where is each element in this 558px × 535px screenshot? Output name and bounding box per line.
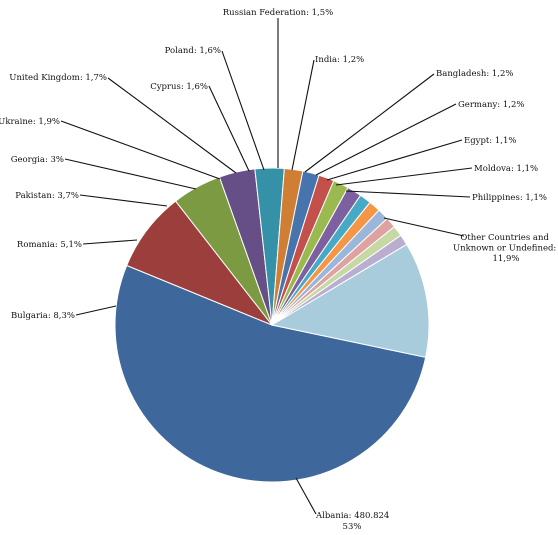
leader-line-romania xyxy=(82,239,138,245)
slice-sublabel-albania: 53% xyxy=(343,522,362,532)
leader-line-albania xyxy=(295,477,317,515)
leader-line-philippines xyxy=(345,190,471,198)
slice-label-moldova: Moldova: 1,1% xyxy=(474,164,538,174)
leader-line-moldova xyxy=(335,167,473,186)
slice-label-india: India: 1,2% xyxy=(315,55,364,65)
slice-label-pakistan: Pakistan: 3,7% xyxy=(15,191,79,201)
slice-label-other: Other Countries and Unknown or Undefined… xyxy=(453,233,558,264)
pie-slice-other-countries-and-unknown-or-undefined xyxy=(270,243,430,358)
slice-label-philippines: Philippines: 1,1% xyxy=(472,193,547,203)
slice-label-bangladesh: Bangladesh: 1,2% xyxy=(436,69,513,79)
slice-label-ukraine: Ukraine: 1,9% xyxy=(0,117,60,127)
slice-label-russian-federation: Russian Federation: 1,5% xyxy=(223,8,334,18)
leader-line-poland xyxy=(221,50,265,171)
leader-line-germany xyxy=(315,103,457,176)
slice-label-albania: Albania: 480.824 xyxy=(315,511,389,521)
leader-line-pakistan xyxy=(79,194,168,207)
slice-label-cyprus: Cyprus: 1,6% xyxy=(150,82,208,92)
leader-line-egypt xyxy=(326,139,463,181)
leader-line-cyprus xyxy=(208,85,250,172)
pie-slices xyxy=(114,167,430,483)
leader-line-bangladesh xyxy=(304,73,435,173)
leader-line-united-kingdom xyxy=(107,77,237,174)
pie-slice-albania xyxy=(114,264,427,483)
leader-line-india xyxy=(291,59,315,171)
slice-label-united-kingdom: United Kingdom: 1,7% xyxy=(9,73,107,83)
leader-line-ukraine xyxy=(60,120,221,180)
slice-label-bulgaria: Bulgaria: 8,3% xyxy=(11,311,75,321)
pie-labels: Albania: 480.824 53% Bulgaria: 8,3% Roma… xyxy=(0,8,558,532)
slice-label-egypt: Egypt: 1,1% xyxy=(464,136,516,146)
slice-label-poland: Poland: 1,6% xyxy=(165,46,221,56)
slice-label-germany: Germany: 1,2% xyxy=(458,100,524,110)
leader-line-georgia xyxy=(64,158,197,190)
slice-label-romania: Romania: 5,1% xyxy=(17,240,82,250)
leader-line-other xyxy=(383,217,465,237)
slice-label-georgia: Georgia: 3% xyxy=(11,155,64,165)
leader-line-bulgaria xyxy=(75,305,117,316)
